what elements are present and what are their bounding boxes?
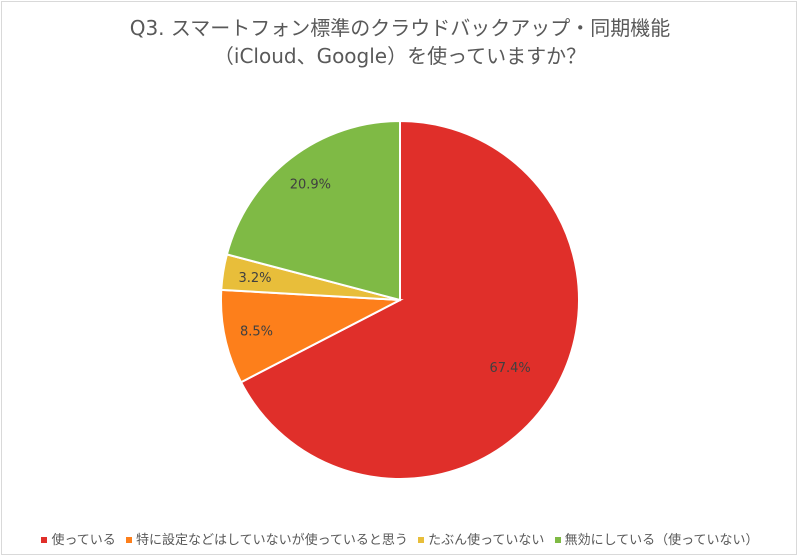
chart-title-line2: （iCloud、Google）を使っていますか？ [213, 44, 587, 68]
data-label: 20.9% [290, 178, 331, 193]
legend-item-probably-not-using[interactable]: たぶん使っていない [418, 529, 544, 548]
chart-title-line1: Q3. スマートフォン標準のクラウドバックアップ・同期機能 [129, 16, 671, 40]
legend-swatch-yellow [418, 536, 425, 543]
pie-slices [220, 119, 580, 480]
slice-disabled[interactable] [225, 119, 401, 302]
legend-label: 特に設定などはしていないが使っていると思う [135, 533, 408, 548]
chart-legend: 使っている 特に設定などはしていないが使っていると思う たぶん使っていない 無効… [0, 529, 800, 548]
legend-label: たぶん使っていない [428, 533, 545, 548]
data-label: 8.5% [240, 325, 273, 340]
legend-swatch-orange [125, 536, 132, 543]
legend-item-probably-using[interactable]: 特に設定などはしていないが使っていると思う [125, 529, 408, 548]
legend-item-disabled[interactable]: 無効にしている（使っていない） [554, 529, 759, 548]
slice-using[interactable] [239, 119, 580, 480]
slice-probably-using[interactable] [220, 288, 404, 384]
pie-labels: 67.4% 8.5% 3.2% 20.9% [239, 178, 531, 376]
legend-swatch-red [41, 536, 48, 543]
legend-item-using[interactable]: 使っている [41, 529, 116, 548]
legend-label: 無効にしている（使っていない） [564, 533, 759, 548]
legend-label: 使っている [51, 533, 116, 548]
data-label: 67.4% [489, 361, 530, 376]
chart-title: Q3. スマートフォン標準のクラウドバックアップ・同期機能 （iCloud、Go… [0, 14, 800, 70]
legend-swatch-green [554, 536, 561, 543]
data-label: 3.2% [239, 271, 272, 286]
